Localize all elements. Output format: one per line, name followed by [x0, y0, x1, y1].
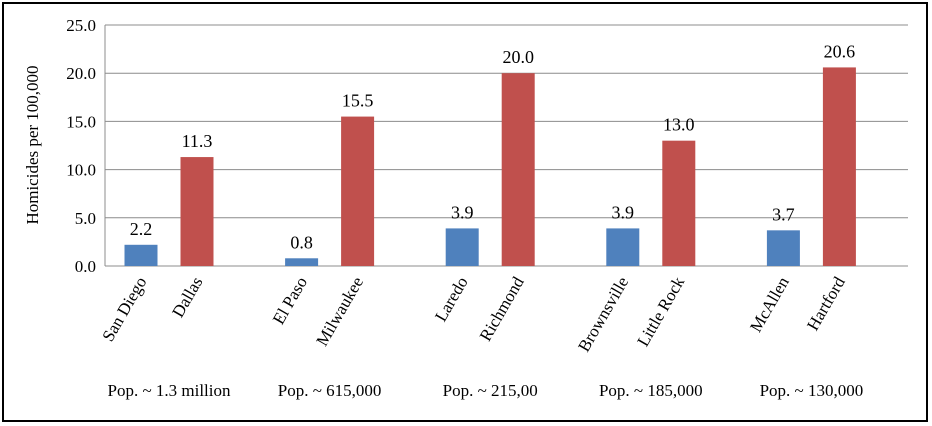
category-label: McAllen [746, 273, 793, 335]
bar-laredo [445, 228, 479, 266]
data-label: 13.0 [663, 115, 695, 135]
bar-brownsville [606, 228, 640, 266]
bar-mcallen [766, 230, 800, 266]
bar-dallas [180, 157, 214, 266]
category-label: Hartford [803, 273, 849, 334]
y-tick-label: 5.0 [75, 209, 96, 228]
population-label: Pop. ~ 215,00 [443, 381, 538, 400]
y-axis-label: Homicides per 100,000 [23, 65, 42, 224]
data-label: 3.9 [451, 202, 474, 222]
category-label: Laredo [431, 274, 472, 325]
category-label: El Paso [269, 274, 311, 328]
bar-san-diego [124, 244, 158, 266]
y-axis-ticks: 0.0 5.0 10.0 15.0 20.0 25.0 [66, 16, 96, 276]
data-label: 11.3 [182, 131, 213, 151]
bar-hartford [822, 67, 856, 266]
bar-el-paso [285, 258, 319, 266]
bar-milwaukee [341, 116, 375, 266]
y-tick-label: 15.0 [66, 112, 96, 131]
population-label: Pop. ~ 130,000 [760, 381, 864, 400]
bar-richmond [501, 73, 535, 266]
population-labels: Pop. ~ 1.3 million Pop. ~ 615,000 Pop. ~ 2… [107, 381, 863, 400]
data-labels: 2.2 11.3 0.8 15.5 3.9 20.0 3.9 13.0 3.7 20.6 [130, 41, 855, 252]
category-label: Brownsville [574, 274, 632, 355]
y-tick-label: 20.0 [66, 64, 96, 83]
data-label: 15.5 [342, 91, 374, 111]
category-label: Richmond [476, 273, 528, 344]
y-tick-label: 0.0 [75, 257, 96, 276]
category-label: San Diego [98, 274, 150, 345]
bars [124, 67, 856, 266]
population-label: Pop. ~ 615,000 [278, 381, 382, 400]
data-label: 3.7 [772, 204, 795, 224]
category-labels: San Diego Dallas El Paso Milwaukee Laredo Ric… [98, 273, 849, 355]
bar-little-rock [662, 140, 696, 266]
data-label: 2.2 [130, 219, 153, 239]
chart-frame [2, 2, 928, 422]
population-label: Pop. ~ 1.3 million [107, 381, 231, 400]
category-label: Milwaukee [312, 274, 367, 350]
y-tick-label: 25.0 [66, 16, 96, 35]
data-label: 20.6 [824, 41, 856, 61]
population-label: Pop. ~ 185,000 [599, 381, 703, 400]
data-label: 20.0 [502, 47, 534, 67]
data-label: 0.8 [290, 232, 313, 252]
category-label: Little Rock [633, 273, 688, 350]
category-label: Dallas [168, 274, 206, 321]
y-tick-label: 10.0 [66, 161, 96, 180]
data-label: 3.9 [612, 202, 635, 222]
